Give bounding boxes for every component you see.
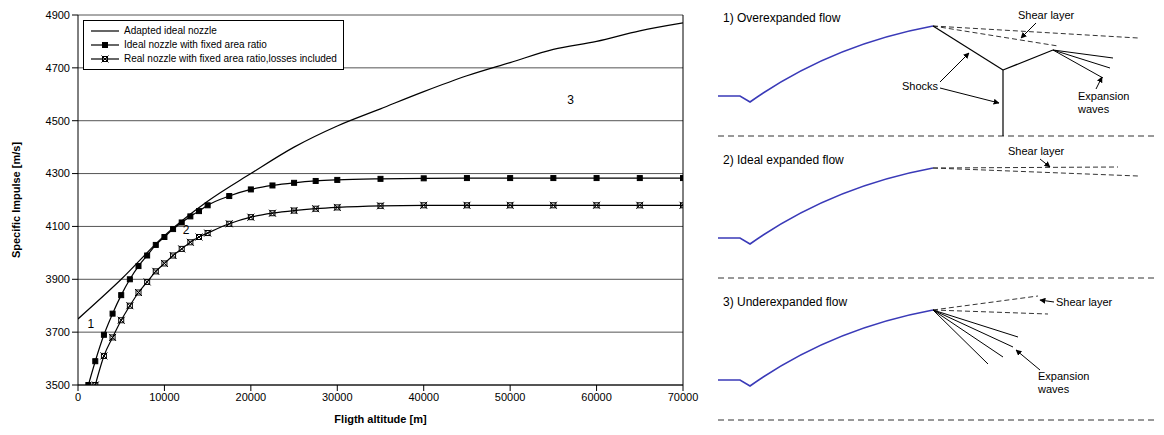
svg-text:0: 0 bbox=[75, 391, 81, 403]
svg-text:2: 2 bbox=[183, 223, 190, 237]
svg-text:1) Overexpanded flow: 1) Overexpanded flow bbox=[723, 11, 841, 25]
svg-text:3700: 3700 bbox=[46, 326, 70, 338]
svg-text:Expansionwaves: Expansionwaves bbox=[1077, 90, 1129, 115]
svg-text:Shocks: Shocks bbox=[902, 80, 939, 92]
svg-text:3: 3 bbox=[567, 93, 574, 107]
svg-text:Specific Impulse [m/s]: Specific Impulse [m/s] bbox=[10, 142, 22, 258]
svg-text:50000: 50000 bbox=[495, 391, 526, 403]
html-text:Ideal nozzle with fixed area r: Ideal nozzle with fixed area ratio bbox=[124, 39, 267, 50]
svg-text:Shear layer: Shear layer bbox=[1008, 145, 1065, 157]
svg-text:Shear layer: Shear layer bbox=[1018, 9, 1075, 21]
svg-text:30000: 30000 bbox=[322, 391, 353, 403]
svg-text:2) Ideal expanded flow: 2) Ideal expanded flow bbox=[723, 153, 844, 167]
svg-text:Fligth altitude [m]: Fligth altitude [m] bbox=[334, 413, 427, 425]
svg-text:60000: 60000 bbox=[581, 391, 612, 403]
svg-text:4100: 4100 bbox=[46, 220, 70, 232]
html-text:Real nozzle with fixed area ra: Real nozzle with fixed area ratio,losses… bbox=[124, 53, 337, 64]
svg-text:Shear layer: Shear layer bbox=[1056, 296, 1113, 308]
svg-text:3900: 3900 bbox=[46, 273, 70, 285]
svg-text:70000: 70000 bbox=[668, 391, 699, 403]
svg-text:Expansionwaves: Expansionwaves bbox=[1037, 370, 1089, 395]
svg-text:4700: 4700 bbox=[46, 62, 70, 74]
svg-text:40000: 40000 bbox=[408, 391, 439, 403]
svg-text:4300: 4300 bbox=[46, 167, 70, 179]
svg-text:3) Underexpanded flow: 3) Underexpanded flow bbox=[723, 295, 847, 309]
svg-text:1: 1 bbox=[88, 317, 95, 331]
svg-text:10000: 10000 bbox=[149, 391, 180, 403]
html-text:Adapted ideal nozzle: Adapted ideal nozzle bbox=[124, 25, 217, 36]
svg-text:4900: 4900 bbox=[46, 9, 70, 21]
svg-text:20000: 20000 bbox=[236, 391, 267, 403]
svg-text:4500: 4500 bbox=[46, 115, 70, 127]
svg-text:3500: 3500 bbox=[46, 379, 70, 391]
